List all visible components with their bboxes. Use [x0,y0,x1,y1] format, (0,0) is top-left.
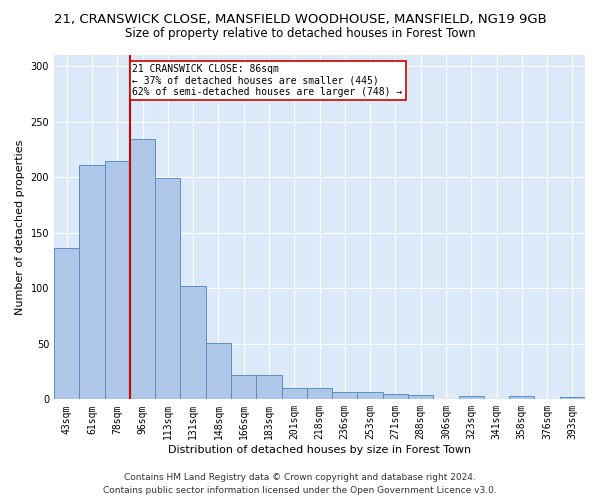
Bar [358,392,383,400]
Bar [79,165,104,400]
Bar [54,248,79,400]
Bar [408,395,433,400]
Bar [256,375,281,400]
Bar [231,375,256,400]
Text: 21 CRANSWICK CLOSE: 86sqm
← 37% of detached houses are smaller (445)
62% of semi: 21 CRANSWICK CLOSE: 86sqm ← 37% of detac… [133,64,403,97]
Bar [509,396,535,400]
Bar [206,342,231,400]
Bar [104,160,130,400]
Bar [181,286,206,400]
Bar [383,394,408,400]
Bar [307,388,332,400]
Bar [130,140,155,400]
Bar [458,396,484,400]
Y-axis label: Number of detached properties: Number of detached properties [15,140,25,315]
X-axis label: Distribution of detached houses by size in Forest Town: Distribution of detached houses by size … [168,445,471,455]
Bar [332,392,358,400]
Text: 21, CRANSWICK CLOSE, MANSFIELD WOODHOUSE, MANSFIELD, NG19 9GB: 21, CRANSWICK CLOSE, MANSFIELD WOODHOUSE… [53,12,547,26]
Text: Contains HM Land Registry data © Crown copyright and database right 2024.
Contai: Contains HM Land Registry data © Crown c… [103,474,497,495]
Bar [155,178,181,400]
Text: Size of property relative to detached houses in Forest Town: Size of property relative to detached ho… [125,28,475,40]
Bar [281,388,307,400]
Bar [560,397,585,400]
